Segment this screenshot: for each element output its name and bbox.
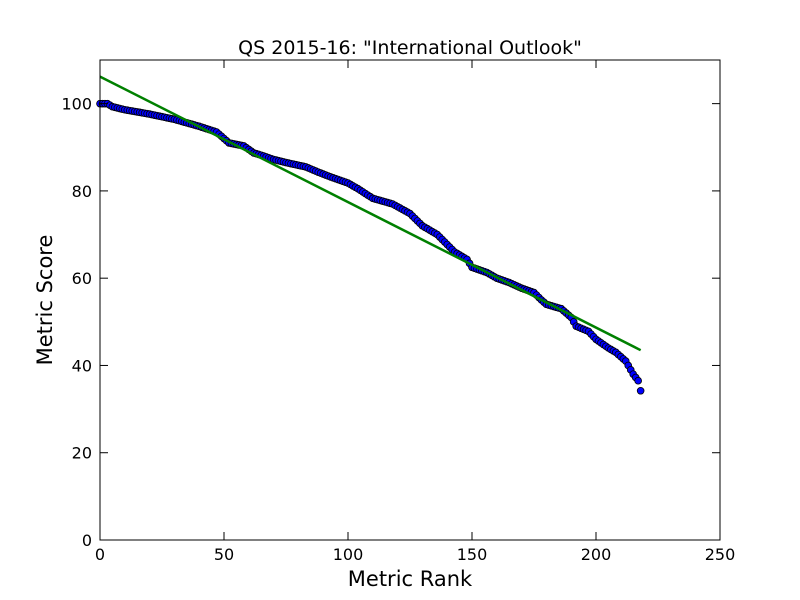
y-tick-label: 40 — [72, 356, 92, 375]
x-tick-label: 0 — [95, 545, 105, 564]
x-tick-label: 250 — [705, 545, 736, 564]
plot-area — [96, 59, 721, 541]
axes-frame — [99, 59, 721, 541]
x-axis-label: Metric Rank — [348, 567, 473, 591]
x-axis: 0 50 100 150 200 250 — [95, 60, 735, 564]
y-axis: 0 20 40 60 80 100 — [61, 95, 720, 550]
data-point — [636, 386, 645, 395]
y-axis-label: Metric Score — [33, 235, 57, 366]
x-tick-label: 200 — [581, 545, 612, 564]
y-tick-label: 20 — [72, 444, 92, 463]
fit-line — [99, 75, 642, 352]
data-point — [634, 376, 642, 385]
x-tick-label: 100 — [333, 545, 364, 564]
y-tick-label: 60 — [72, 269, 92, 288]
x-tick-label: 150 — [457, 545, 488, 564]
x-tick-label: 50 — [214, 545, 234, 564]
y-tick-label: 0 — [82, 531, 92, 550]
chart-title: QS 2015-16: "International Outlook" — [238, 37, 582, 59]
y-tick-label: 80 — [72, 182, 92, 201]
y-tick-label: 100 — [61, 95, 92, 114]
